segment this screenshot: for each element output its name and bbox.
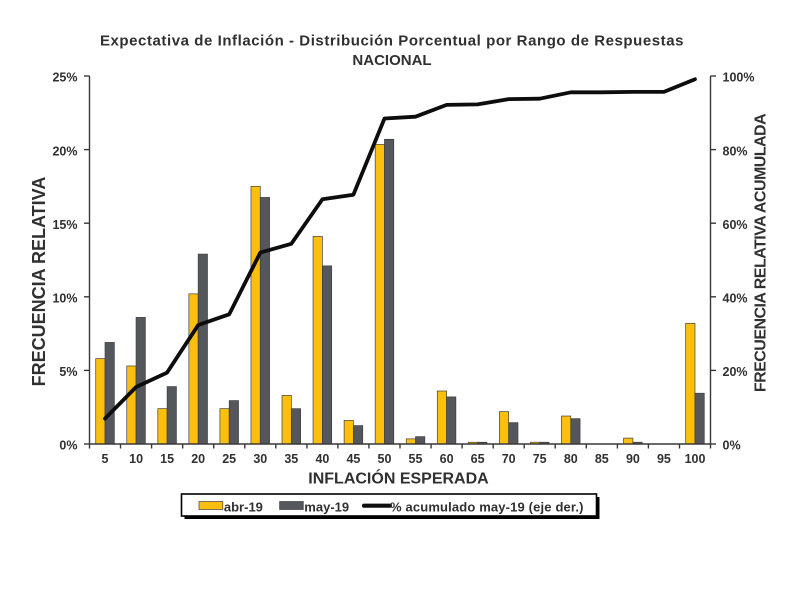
svg-text:20%: 20%: [52, 144, 77, 158]
svg-text:30: 30: [253, 452, 267, 466]
svg-text:INFLACIÓN ESPERADA: INFLACIÓN ESPERADA: [308, 469, 489, 488]
svg-text:65: 65: [471, 452, 485, 466]
svg-text:80: 80: [564, 452, 578, 466]
svg-text:95: 95: [657, 452, 671, 466]
svg-text:FRECUENCIA RELATIVA ACUMULADA: FRECUENCIA RELATIVA ACUMULADA: [753, 113, 770, 392]
svg-text:25: 25: [222, 452, 236, 466]
svg-text:100: 100: [685, 452, 706, 466]
svg-text:55: 55: [409, 452, 423, 466]
svg-text:0%: 0%: [723, 439, 741, 453]
svg-text:90: 90: [626, 452, 640, 466]
svg-text:15: 15: [160, 452, 174, 466]
svg-text:45: 45: [346, 452, 360, 466]
svg-text:NACIONAL: NACIONAL: [352, 52, 431, 69]
svg-text:15%: 15%: [52, 218, 77, 232]
svg-text:0%: 0%: [59, 439, 77, 453]
svg-text:abr-19: abr-19: [224, 500, 263, 515]
svg-text:80%: 80%: [723, 144, 748, 158]
svg-text:40%: 40%: [723, 292, 748, 306]
svg-text:may-19: may-19: [304, 500, 349, 515]
svg-text:35: 35: [284, 452, 298, 466]
svg-text:FRECUENCIA RELATIVA: FRECUENCIA RELATIVA: [29, 177, 49, 387]
svg-text:85: 85: [595, 452, 609, 466]
svg-text:20: 20: [191, 452, 205, 466]
svg-text:60: 60: [440, 452, 454, 466]
svg-text:75: 75: [533, 452, 547, 466]
svg-text:5%: 5%: [59, 365, 77, 379]
svg-text:5: 5: [102, 452, 109, 466]
svg-text:10%: 10%: [52, 292, 77, 306]
svg-text:Expectativa de Inflación - Dis: Expectativa de Inflación - Distribución …: [100, 33, 684, 50]
svg-text:60%: 60%: [723, 218, 748, 232]
svg-text:40: 40: [315, 452, 329, 466]
svg-text:10: 10: [129, 452, 143, 466]
svg-text:100%: 100%: [723, 71, 755, 85]
svg-text:70: 70: [502, 452, 516, 466]
svg-text:50: 50: [378, 452, 392, 466]
svg-text:20%: 20%: [723, 365, 748, 379]
svg-text:% acumulado may-19 (eje der.): % acumulado may-19 (eje der.): [390, 500, 584, 515]
svg-text:25%: 25%: [52, 71, 77, 85]
